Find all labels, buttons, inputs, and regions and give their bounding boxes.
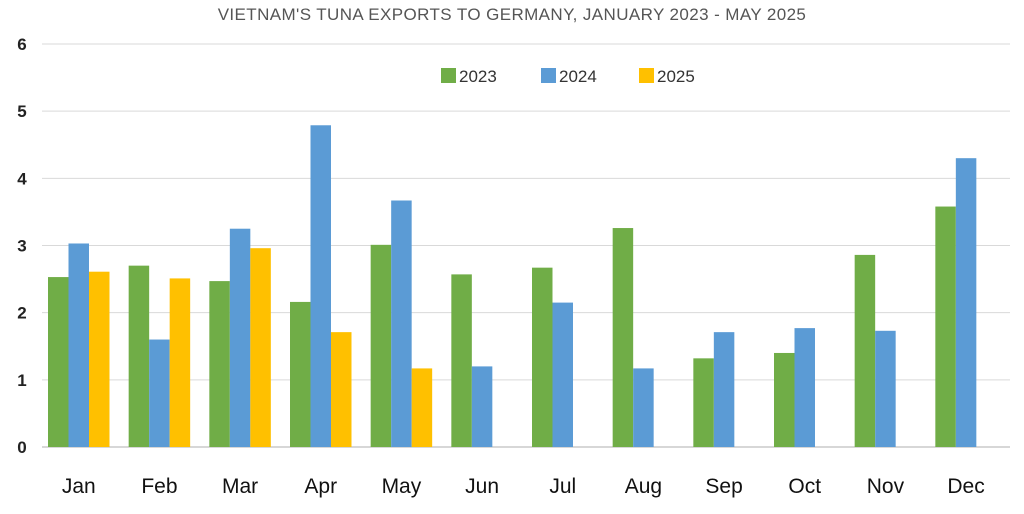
x-tick-label: Oct — [788, 475, 821, 498]
bar-2023-oct — [774, 352, 795, 447]
y-tick-label: 1 — [17, 371, 26, 390]
bar-2023-dec — [935, 206, 956, 447]
x-tick-label: Jan — [62, 475, 96, 498]
y-tick-label: 0 — [17, 438, 26, 457]
bar-2024-mar — [229, 228, 251, 447]
legend-swatch-2023 — [441, 68, 456, 83]
bar-2024-jul — [552, 302, 573, 447]
bar-2025-apr — [331, 332, 352, 447]
gridlines — [42, 43, 1010, 448]
x-tick-label: Mar — [222, 475, 258, 498]
bar-2025-jan — [89, 271, 110, 447]
x-tick-label: Jul — [549, 475, 576, 498]
legend-label-2024: 2024 — [559, 67, 597, 86]
x-tick-label: Feb — [141, 475, 177, 498]
chart-title: VIETNAM'S TUNA EXPORTS TO GERMANY, JANUA… — [218, 5, 807, 24]
bar-2024-aug — [633, 368, 654, 447]
bar-2024-sep — [713, 332, 735, 447]
bar-2023-may — [370, 244, 392, 447]
y-axis-ticks: 0 1 2 3 4 5 6 — [17, 35, 27, 457]
legend: 2023 2024 2025 — [441, 67, 695, 86]
bar-2023-sep — [693, 358, 714, 447]
x-tick-label: Sep — [705, 475, 742, 498]
bar-2025-may — [411, 368, 433, 447]
bar-2023-aug — [612, 228, 634, 447]
y-tick-label: 6 — [17, 35, 26, 54]
y-tick-label: 2 — [17, 304, 26, 323]
bar-2023-nov — [854, 254, 876, 447]
x-tick-label: Nov — [867, 475, 905, 498]
bars — [48, 125, 977, 447]
x-tick-label: Dec — [947, 475, 984, 498]
legend-label-2023: 2023 — [459, 67, 497, 86]
bar-2024-jun — [471, 366, 493, 447]
x-tick-label: Aug — [625, 475, 662, 498]
x-tick-label: Apr — [304, 475, 337, 498]
legend-label-2025: 2025 — [657, 67, 695, 86]
bar-2023-jul — [532, 267, 553, 447]
legend-swatch-2024 — [541, 68, 556, 83]
y-tick-label: 4 — [17, 169, 27, 188]
bar-2023-feb — [128, 265, 150, 447]
bar-2023-jun — [451, 274, 472, 447]
bar-2024-jan — [68, 243, 89, 447]
legend-swatch-2025 — [639, 68, 654, 83]
y-tick-label: 5 — [17, 102, 26, 121]
bar-2024-apr — [310, 125, 331, 447]
bar-2024-oct — [794, 328, 815, 447]
bar-2024-feb — [149, 339, 170, 447]
bar-2024-may — [391, 200, 412, 447]
x-tick-label: May — [382, 475, 422, 498]
y-tick-label: 3 — [17, 237, 26, 256]
x-axis-ticks: Jan Feb Mar Apr May Jun Jul Aug Sep Oct Nov Dec — [62, 475, 985, 498]
bar-2025-mar — [250, 248, 271, 447]
bar-2023-jan — [48, 277, 69, 447]
bar-2023-apr — [290, 301, 311, 447]
bar-2023-mar — [209, 281, 230, 447]
bar-2024-nov — [875, 330, 896, 447]
x-tick-label: Jun — [465, 475, 499, 498]
bar-2025-feb — [169, 278, 191, 447]
bar-2024-dec — [955, 158, 977, 447]
